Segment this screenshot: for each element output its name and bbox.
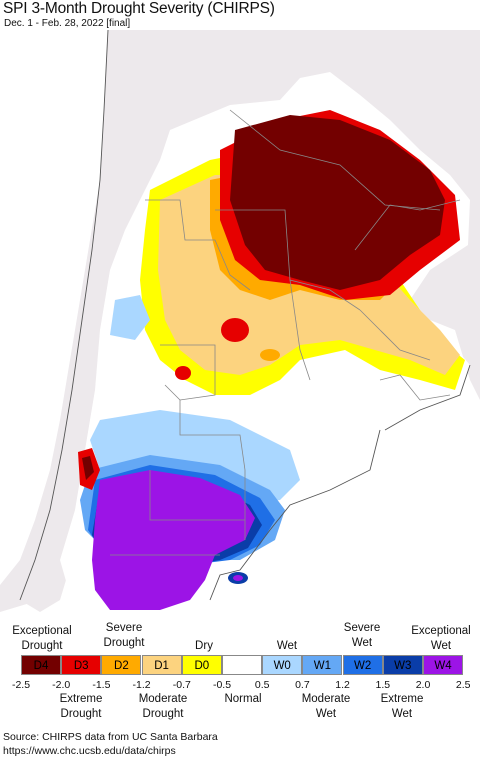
legend-tick: -2.5	[11, 679, 31, 691]
legend-label-severe-drought: Severe Drought	[103, 622, 145, 649]
legend-swatch-normal	[222, 655, 262, 675]
legend-swatch-d2: D2	[101, 655, 142, 675]
legend-tick: 0.5	[254, 679, 270, 691]
legend-tick: -0.7	[172, 679, 191, 691]
source-line: Source: CHIRPS data from UC Santa Barbar…	[3, 731, 218, 743]
legend-swatch-w1: W1	[302, 655, 343, 675]
map-canvas	[0, 29, 480, 612]
legend-tick: 2.5	[455, 679, 471, 691]
boundaries	[110, 109, 461, 556]
source-credit: Source: CHIRPS data from UC Santa Barbar…	[3, 730, 218, 758]
d3-pocket	[221, 318, 249, 342]
legend-label-exceptional-wet: Exceptional Wet	[411, 625, 471, 652]
legend-label-moderate-wet: Moderate Wet	[301, 693, 351, 720]
legend-label-dry: Dry	[195, 640, 213, 652]
w0-patch-north	[110, 295, 150, 340]
chile-land	[20, 30, 135, 612]
source-url: https://www.chc.ucsb.edu/data/chirps	[3, 745, 176, 757]
legend-label-moderate-drought: Moderate Drought	[138, 693, 188, 720]
legend-swatch-d3: D3	[61, 655, 102, 675]
legend-swatch-d4: D4	[21, 655, 61, 675]
legend-tick: -2.0	[52, 679, 71, 691]
coastlines	[19, 29, 471, 601]
legend-label-normal: Normal	[224, 693, 262, 705]
legend-tick: -1.2	[132, 679, 151, 691]
legend-tick: 2.0	[415, 679, 431, 691]
legend-swatch-w2: W2	[342, 655, 383, 675]
legend-tick: 1.5	[375, 679, 391, 691]
map-subtitle: Dec. 1 - Feb. 28, 2022 [final]	[4, 18, 131, 29]
w4-area	[92, 470, 255, 610]
d2-pocket	[260, 349, 280, 361]
legend-tick: -0.5	[212, 679, 232, 691]
legend-label-wet: Wet	[276, 640, 298, 652]
d3-pocket-2	[175, 366, 191, 380]
legend-swatch-w3: W3	[382, 655, 423, 675]
map-title: SPI 3-Month Drought Severity (CHIRPS)	[3, 0, 275, 17]
chile-drought-core	[82, 456, 94, 480]
legend-label-severe-wet: Severe Wet	[343, 622, 381, 649]
legend-tick: 1.2	[335, 679, 350, 691]
legend-label-extreme-wet: Extreme Wet	[380, 693, 424, 720]
w4-island	[233, 575, 243, 581]
d4-area	[230, 115, 445, 290]
legend-label-extreme-drought: Extreme Drought	[59, 693, 103, 720]
drought-map	[0, 29, 480, 612]
legend-swatch-d1: D1	[141, 655, 182, 675]
legend-swatch-d0: D0	[181, 655, 222, 675]
legend-tick: -1.5	[92, 679, 111, 691]
legend-tick: 0.7	[295, 679, 310, 691]
legend-label-exceptional-drought: Exceptional Drought	[12, 625, 72, 652]
legend-swatch-w4: W4	[423, 655, 463, 675]
legend-swatch-w0: W0	[262, 655, 303, 675]
